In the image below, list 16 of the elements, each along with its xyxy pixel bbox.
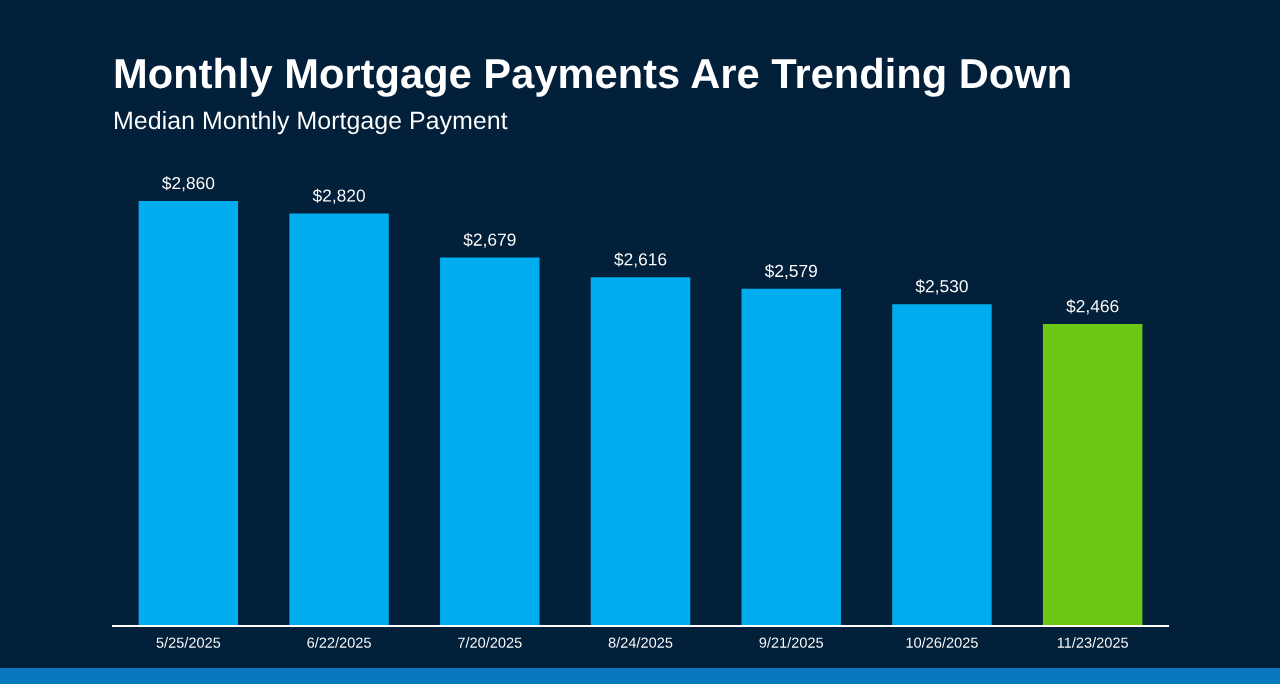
data-label: $2,579 bbox=[764, 264, 817, 280]
x-tick-label: 9/21/2025 bbox=[759, 637, 824, 648]
data-label: $2,860 bbox=[162, 176, 215, 192]
x-tick-label: 6/22/2025 bbox=[307, 637, 371, 648]
data-label: $2,616 bbox=[614, 252, 667, 268]
x-tick-label: 7/20/2025 bbox=[458, 637, 522, 648]
data-label: $2,466 bbox=[1066, 299, 1119, 315]
x-tick-label: 8/24/2025 bbox=[608, 637, 673, 648]
x-tick-label: 10/26/2025 bbox=[906, 637, 978, 648]
chart-subtitle: Median Monthly Mortgage Payment bbox=[115, 110, 508, 135]
data-label: $2,820 bbox=[312, 188, 365, 204]
data-label: $2,530 bbox=[915, 279, 968, 295]
x-tick-label: 11/23/2025 bbox=[1057, 637, 1128, 648]
x-tick-label: 5/25/2025 bbox=[156, 637, 221, 648]
data-label: $2,679 bbox=[463, 232, 516, 248]
chart-title: Monthly Mortgage Payments Are Trending Down bbox=[115, 57, 1070, 97]
